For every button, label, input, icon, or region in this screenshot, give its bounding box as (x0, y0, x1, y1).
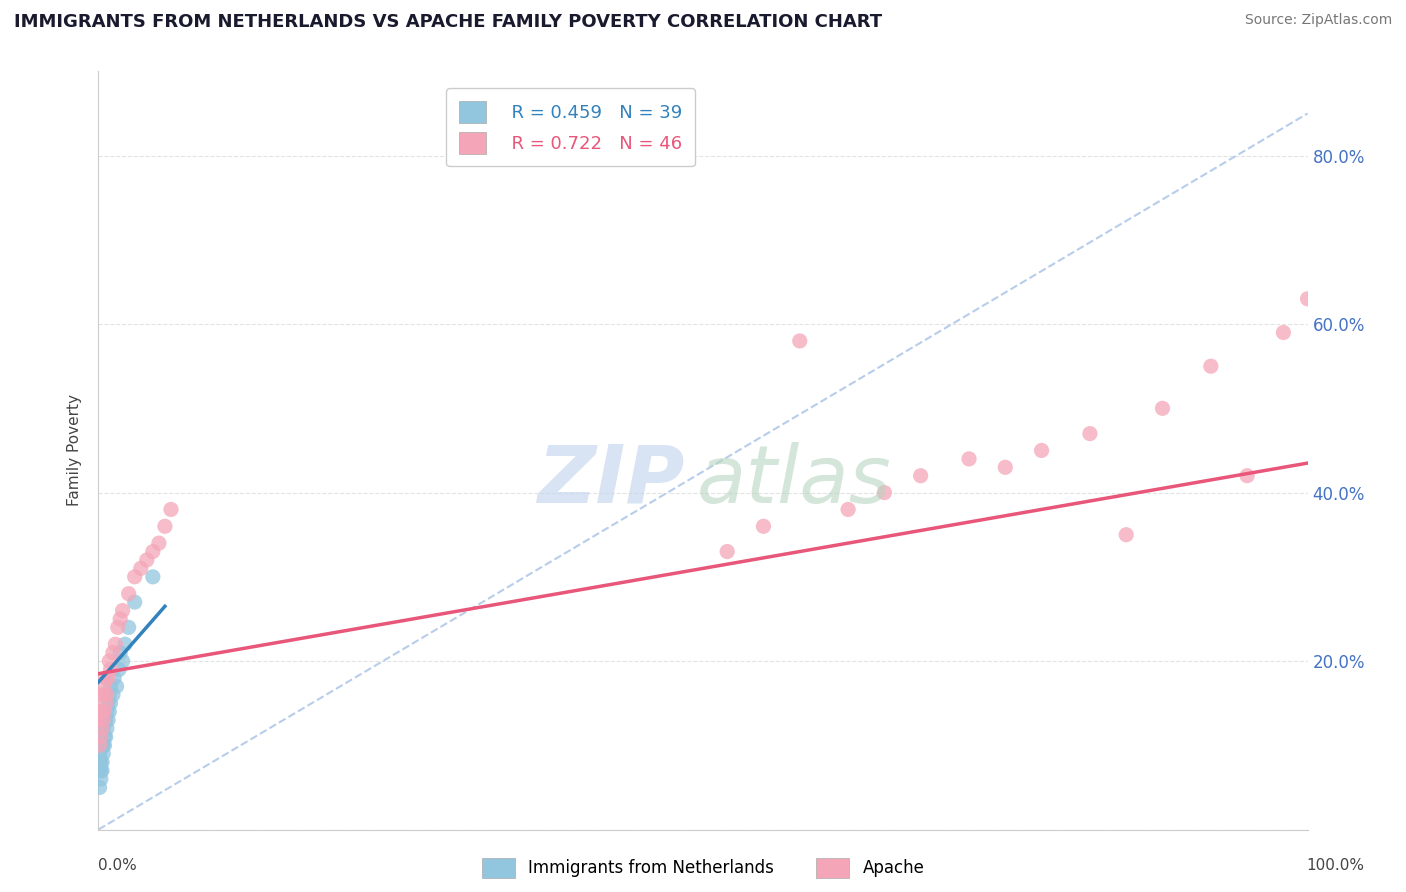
Text: ZIP: ZIP (537, 442, 685, 520)
Point (873, 485, 896, 500)
Y-axis label: Family Poverty: Family Poverty (67, 394, 83, 507)
Point (100, 663, 122, 677)
Point (957, 451, 980, 466)
Point (118, 587, 141, 601)
Point (1115, 527, 1137, 541)
Point (91, 713, 114, 727)
Point (90, 730, 112, 744)
Point (93, 713, 115, 727)
Point (93, 705, 115, 719)
Legend: Immigrants from Netherlands, Apache: Immigrants from Netherlands, Apache (475, 851, 931, 885)
Point (994, 460, 1017, 475)
Point (98, 688, 121, 702)
Point (124, 595, 146, 609)
Point (97, 671, 120, 685)
Point (105, 679, 128, 693)
Point (89, 764, 111, 778)
Text: Source: ZipAtlas.com: Source: ZipAtlas.com (1244, 13, 1392, 28)
Point (89, 780, 111, 795)
Point (1236, 468, 1258, 483)
Point (91, 739, 114, 753)
Point (90, 705, 112, 719)
Point (98, 705, 121, 719)
Point (153, 519, 176, 533)
Point (108, 663, 131, 677)
Point (89, 739, 111, 753)
Point (91, 688, 114, 702)
Point (94, 730, 117, 744)
Point (93, 739, 115, 753)
Point (96, 705, 118, 719)
Text: IMMIGRANTS FROM NETHERLANDS VS APACHE FAMILY POVERTY CORRELATION CHART: IMMIGRANTS FROM NETHERLANDS VS APACHE FA… (14, 13, 882, 31)
Point (89, 755, 111, 769)
Point (91, 722, 114, 736)
Point (114, 637, 136, 651)
Text: atlas: atlas (697, 442, 891, 520)
Point (90, 739, 112, 753)
Point (111, 654, 134, 668)
Text: 100.0%: 100.0% (1306, 858, 1364, 872)
Point (1152, 401, 1174, 416)
Point (108, 612, 131, 626)
Point (107, 620, 129, 634)
Point (91, 722, 114, 736)
Point (129, 561, 152, 575)
Point (96, 688, 118, 702)
Point (1296, 292, 1319, 306)
Point (94, 696, 117, 710)
Point (93, 679, 115, 693)
Point (101, 646, 124, 660)
Point (752, 519, 775, 533)
Point (91, 755, 114, 769)
Point (90, 730, 112, 744)
Point (1272, 326, 1295, 340)
Point (118, 620, 141, 634)
Point (716, 544, 738, 558)
Point (100, 696, 122, 710)
Point (91, 722, 114, 736)
Point (103, 671, 125, 685)
Point (1199, 359, 1222, 374)
Point (1031, 443, 1053, 458)
Point (89, 713, 111, 727)
Point (837, 502, 859, 516)
Point (97, 696, 120, 710)
Point (104, 637, 127, 651)
Point (101, 688, 124, 702)
Point (91, 739, 114, 753)
Point (90, 764, 112, 778)
Point (111, 603, 134, 617)
Point (108, 646, 131, 660)
Point (94, 713, 117, 727)
Point (1078, 426, 1101, 441)
Point (91, 747, 114, 761)
Point (96, 722, 118, 736)
Point (142, 570, 165, 584)
Point (97, 713, 120, 727)
Point (94, 671, 117, 685)
Point (124, 570, 146, 584)
Text: 0.0%: 0.0% (98, 858, 138, 872)
Point (90, 755, 112, 769)
Point (98, 654, 121, 668)
Point (910, 468, 932, 483)
Point (93, 730, 115, 744)
Legend:   R = 0.459   N = 39,   R = 0.722   N = 46: R = 0.459 N = 39, R = 0.722 N = 46 (446, 88, 695, 166)
Point (148, 536, 170, 550)
Point (90, 772, 112, 786)
Point (89, 747, 111, 761)
Point (91, 688, 114, 702)
Point (91, 764, 114, 778)
Point (789, 334, 811, 348)
Point (91, 705, 114, 719)
Point (160, 502, 183, 516)
Point (135, 553, 157, 567)
Point (142, 544, 165, 558)
Point (100, 679, 122, 693)
